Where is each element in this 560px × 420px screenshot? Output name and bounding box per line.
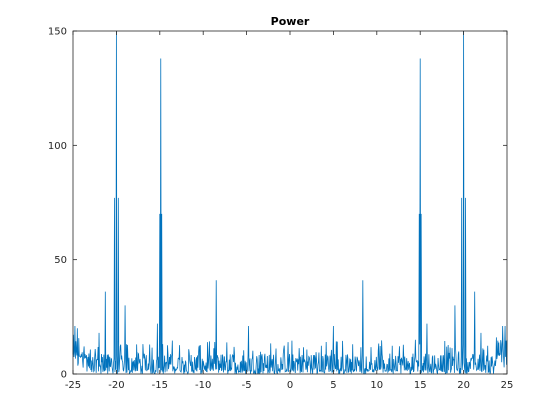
x-tick-label: 25 (501, 380, 514, 391)
x-tick-label: 20 (457, 380, 470, 391)
x-tick-label: -25 (65, 380, 81, 391)
x-tick-label: 5 (330, 380, 336, 391)
chart-title: Power (271, 15, 310, 28)
axes-layer: -25 -20 -15 -10 -5 0 5 10 15 20 25 0 50 100 150 (48, 27, 513, 392)
y-tick-label: 150 (48, 27, 67, 38)
y-tick-label: 50 (54, 255, 67, 266)
x-tick-label: 0 (287, 380, 293, 391)
x-tick-label: 15 (414, 380, 427, 391)
x-tick-label: -20 (108, 380, 124, 391)
x-tick-label: 10 (370, 380, 383, 391)
x-tick-label: -5 (242, 380, 252, 391)
y-tick-label: 0 (61, 370, 67, 381)
series-layer (72, 30, 508, 375)
x-tick-label: -10 (195, 380, 211, 391)
y-tick-label: 100 (48, 141, 67, 152)
plot-background (73, 31, 507, 374)
series-line (72, 30, 508, 375)
x-tick-label: -15 (152, 380, 168, 391)
